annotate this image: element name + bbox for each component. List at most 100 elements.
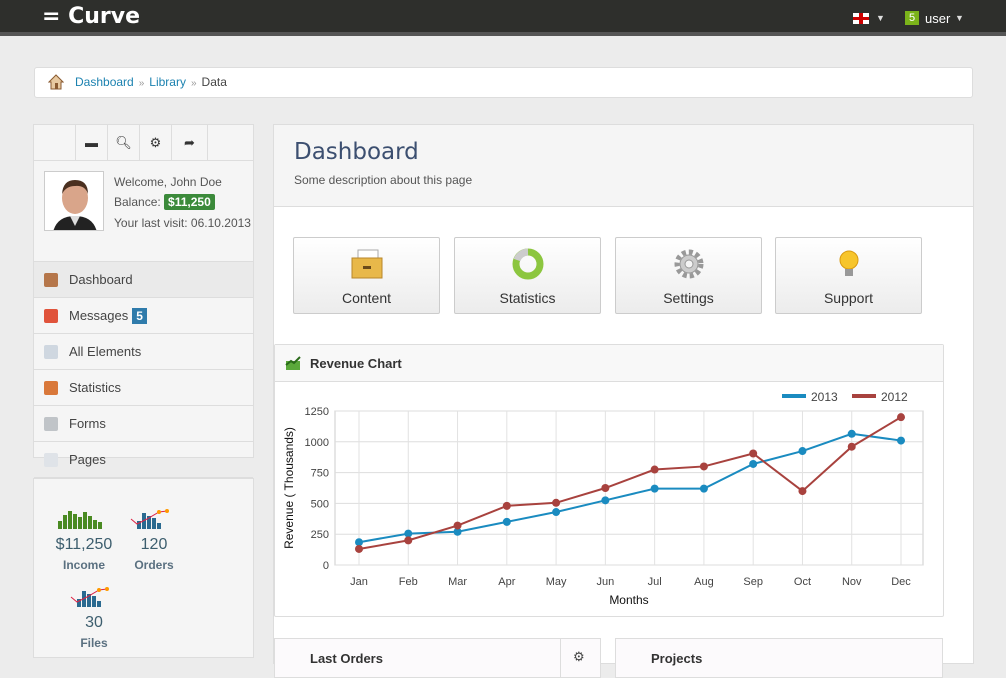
y-tick-label: 1000 — [305, 437, 329, 449]
sidebar-item-all-elements[interactable]: All Elements — [34, 334, 253, 370]
data-point-2013 — [798, 447, 807, 456]
x-tick-label: Sep — [743, 576, 763, 588]
button-label: Support — [823, 290, 874, 306]
content-button[interactable]: Content — [293, 237, 440, 314]
data-point-2013 — [404, 529, 413, 538]
data-point-2012 — [453, 521, 462, 530]
search-icon[interactable]: 🔍︎ — [107, 125, 139, 160]
main-content: Dashboard Some description about this pa… — [273, 124, 974, 678]
data-point-2013 — [650, 484, 659, 493]
x-tick-label: Nov — [842, 576, 862, 588]
sparkline-bars-line — [70, 587, 109, 607]
sidebar-nav: Dashboard Messages 5 All Elements Statistics… — [34, 261, 253, 478]
caret-down-icon[interactable]: ▼ — [876, 13, 885, 23]
page-header: Dashboard Some description about this pa… — [274, 125, 973, 207]
language-flag-icon[interactable] — [853, 13, 869, 24]
button-label: Statistics — [499, 290, 556, 306]
chat-icon[interactable]: ▬ — [75, 125, 107, 160]
gear-icon[interactable]: ⚙ — [573, 649, 585, 664]
x-axis-label: Months — [609, 593, 648, 607]
support-button[interactable]: Support — [775, 237, 922, 314]
sidebar-item-label: Pages — [69, 452, 106, 467]
data-point-2012 — [847, 442, 856, 451]
sidebar-item-forms[interactable]: Forms — [34, 406, 253, 442]
page-description: Some description about this page — [294, 173, 473, 187]
settings-button[interactable]: Settings — [615, 237, 762, 314]
gear-icon[interactable]: ⚙ — [139, 125, 171, 160]
avatar — [44, 171, 104, 231]
stat-value: $11,250 — [55, 536, 113, 553]
share-icon[interactable]: ➦ — [171, 125, 208, 160]
x-tick-label: Feb — [399, 576, 418, 588]
panel-header: Revenue Chart — [275, 345, 943, 382]
data-point-2013 — [749, 459, 758, 468]
legend-label: 2012 — [881, 390, 908, 404]
x-tick-label: May — [546, 576, 567, 588]
sparkline-bars-line — [130, 509, 169, 529]
breadcrumb-separator: » — [190, 78, 197, 89]
balance-label: Balance: — [114, 195, 161, 209]
sidebar-toolbar: ▬ 🔍︎ ⚙ ➦ — [34, 125, 253, 161]
messages-count-badge: 5 — [132, 308, 147, 324]
chart-trend-icon — [285, 356, 301, 370]
plot-area — [334, 410, 924, 566]
sidebar-item-label: Statistics — [69, 380, 122, 395]
sidebar-item-label: All Elements — [69, 344, 142, 359]
data-point-2012 — [404, 536, 413, 545]
notification-badge[interactable]: 5 — [905, 11, 920, 25]
messages-icon — [44, 309, 58, 323]
data-point-2013 — [847, 429, 856, 438]
stat-income: $11,250 Income — [44, 509, 124, 572]
data-point-2013 — [552, 508, 561, 517]
panel-title: Projects — [651, 651, 703, 666]
user-menu[interactable]: user — [925, 11, 951, 26]
brand-logo[interactable]: = Curve — [42, 4, 141, 29]
data-point-2013 — [699, 484, 708, 493]
data-point-2013 — [502, 517, 511, 526]
sidebar-item-pages[interactable]: Pages — [34, 442, 253, 478]
stats-panel: $11,250 Income 120 Orders 30 Files — [33, 478, 254, 658]
y-tick-label: 250 — [311, 529, 329, 541]
breadcrumb-dashboard[interactable]: Dashboard — [75, 75, 134, 89]
x-tick-label: Jan — [350, 576, 368, 588]
projects-panel: Projects — [615, 638, 943, 678]
breadcrumb-library[interactable]: Library — [149, 75, 186, 89]
sidebar-item-statistics[interactable]: Statistics — [34, 370, 253, 406]
breadcrumb: Dashboard » Library » Data — [34, 67, 973, 98]
data-point-2012 — [552, 498, 561, 507]
lightbulb-icon — [839, 250, 859, 276]
legend-swatch-2013 — [782, 394, 806, 398]
data-point-2012 — [650, 465, 659, 474]
data-point-2013 — [453, 527, 462, 536]
sidebar: ▬ 🔍︎ ⚙ ➦ Welcome, John Doe Balance: $11,… — [33, 124, 254, 478]
statistics-button[interactable]: Statistics — [454, 237, 601, 314]
data-point-2012 — [749, 449, 758, 458]
sidebar-item-messages[interactable]: Messages 5 — [34, 298, 253, 334]
x-tick-label: Oct — [794, 576, 811, 588]
legend-label: 2013 — [811, 390, 838, 404]
panel-title: Last Orders — [310, 651, 383, 666]
form-icon — [44, 417, 58, 431]
user-profile: Welcome, John Doe Balance: $11,250 Your … — [34, 161, 253, 261]
top-navbar: = Curve ▼ 5 user ▼ — [0, 0, 1006, 36]
x-tick-label: Jul — [648, 576, 662, 588]
breadcrumb-separator: » — [138, 78, 145, 89]
data-point-2013 — [897, 436, 905, 445]
caret-down-icon[interactable]: ▼ — [955, 13, 964, 23]
data-point-2012 — [798, 487, 807, 496]
button-label: Content — [341, 290, 392, 306]
x-tick-label: Jun — [596, 576, 614, 588]
data-point-2012 — [699, 462, 708, 471]
bar-chart-icon — [44, 381, 58, 395]
stat-label: Income — [62, 558, 105, 572]
home-icon — [44, 273, 58, 287]
data-point-2012 — [897, 413, 905, 422]
y-tick-label: 500 — [311, 498, 329, 510]
sidebar-item-dashboard[interactable]: Dashboard — [34, 262, 253, 298]
last-orders-panel: ⚙ Last Orders — [274, 638, 601, 678]
chart-title: Revenue Chart — [310, 356, 402, 371]
data-point-2012 — [502, 501, 511, 510]
stat-orders: 120 Orders — [114, 509, 194, 572]
x-tick-label: Aug — [694, 576, 714, 588]
document-icon — [44, 345, 58, 359]
